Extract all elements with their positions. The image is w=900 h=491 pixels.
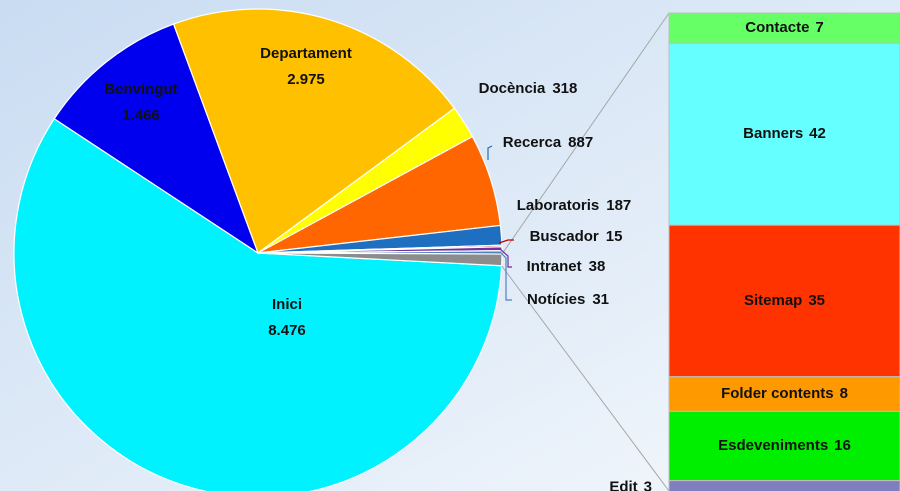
- bar-name: Esdeveniments: [718, 437, 828, 454]
- slice-label: Intranet 38: [527, 258, 606, 275]
- bar-segment: [668, 42, 900, 226]
- slice-label: Docència 318: [479, 80, 578, 97]
- slice-label: Recerca 887: [503, 134, 593, 151]
- leader-line: [487, 145, 493, 160]
- slice-name: Notícies: [527, 291, 585, 308]
- slice-value: 8.476: [268, 322, 306, 339]
- bar-label: Contacte 7: [745, 19, 824, 36]
- bar-label: Esdeveniments 16: [718, 437, 851, 454]
- bar-value: 42: [809, 125, 826, 142]
- bar-label: Edit 3: [609, 479, 652, 491]
- slice-label: Inici: [272, 296, 302, 313]
- bar-label: Sitemap 35: [744, 292, 825, 309]
- bar-name: Banners: [743, 125, 803, 142]
- bar-name: Edit: [609, 479, 637, 491]
- bar-label: Folder contents 8: [721, 385, 848, 402]
- connector-line: [501, 12, 670, 255]
- slice-label: Notícies 31: [527, 291, 609, 308]
- slice-value: 31: [592, 291, 609, 308]
- bar-name: Folder contents: [721, 385, 834, 402]
- leader-line: [498, 239, 514, 244]
- pie-slice: [172, 8, 456, 254]
- pie-slice: [53, 23, 260, 255]
- bar-value: 16: [834, 437, 851, 454]
- pie-slice: [13, 117, 503, 491]
- slice-value: 318: [552, 80, 577, 97]
- leader-line: [499, 251, 512, 301]
- bar-segment: [668, 480, 900, 491]
- leader-line: [499, 248, 512, 268]
- slice-value: 887: [568, 134, 593, 151]
- slice-value: 38: [589, 258, 606, 275]
- slice-label: Buscador 15: [530, 228, 623, 245]
- bar-name: Contacte: [745, 19, 809, 36]
- slice-value: 2.975: [287, 71, 325, 88]
- slice-value: 15: [606, 228, 623, 245]
- slice-name: Buscador: [530, 228, 599, 245]
- bar-value: 7: [815, 19, 823, 36]
- slice-name: Laboratoris: [517, 197, 600, 214]
- slice-label: Departament: [260, 45, 352, 62]
- bar-value: 8: [840, 385, 848, 402]
- slice-label: Laboratoris 187: [517, 197, 632, 214]
- slice-value: 1.466: [122, 107, 160, 124]
- slice-name: Intranet: [527, 258, 582, 275]
- bar-segment: [668, 376, 900, 412]
- connector-line: [501, 265, 670, 491]
- slice-value: 187: [606, 197, 631, 214]
- bar-segment: [668, 410, 900, 482]
- slice-name: Docència: [479, 80, 546, 97]
- slice-label: Benvingut: [104, 81, 177, 98]
- bar-value: 35: [808, 292, 825, 309]
- bar-name: Sitemap: [744, 292, 802, 309]
- slice-name: Recerca: [503, 134, 562, 151]
- bar-label: Banners 42: [743, 125, 826, 142]
- bar-value: 3: [644, 479, 652, 491]
